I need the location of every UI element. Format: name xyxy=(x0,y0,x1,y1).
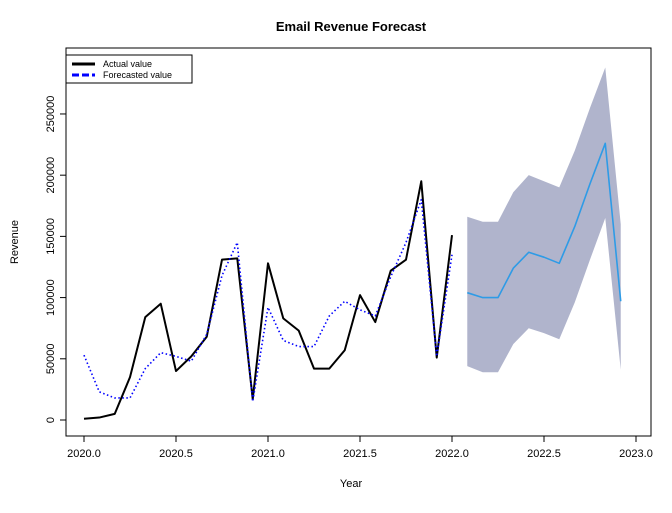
y-axis: 0 50000 100000 150000 200000 250000 xyxy=(45,96,67,423)
legend-entry-forecasted: Forecasted value xyxy=(103,70,172,80)
y-tick-label: 200000 xyxy=(45,157,57,194)
legend: Actual value Forecasted value xyxy=(65,54,193,84)
y-tick-label: 0 xyxy=(45,417,57,423)
forecast-interval-band xyxy=(467,67,621,373)
y-tick-label: 100000 xyxy=(45,279,57,316)
series-line-forecast xyxy=(467,142,622,302)
x-tick-label: 2020.5 xyxy=(159,448,193,460)
y-tick-label: 250000 xyxy=(45,96,57,133)
x-axis-label: Year xyxy=(340,478,363,490)
x-tick-label: 2022.0 xyxy=(435,448,469,460)
y-tick-label: 50000 xyxy=(45,343,57,374)
x-tick-label: 2021.0 xyxy=(251,448,285,460)
series-line-forecasted-value xyxy=(83,198,453,403)
x-tick-label: 2023.0 xyxy=(619,448,653,460)
y-axis-label: Revenue xyxy=(9,220,21,264)
x-tick-label: 2020.0 xyxy=(67,448,101,460)
confidence-band xyxy=(467,67,621,373)
legend-box xyxy=(65,54,193,84)
legend-entry-actual: Actual value xyxy=(103,59,152,69)
chart-title: Email Revenue Forecast xyxy=(276,19,427,34)
x-axis: 2020.0 2020.5 2021.0 2021.5 2022.0 2022.5 2023… xyxy=(67,435,653,460)
y-tick-label: 150000 xyxy=(45,218,57,255)
series-line-actual-value xyxy=(83,180,453,420)
series-lines xyxy=(83,142,622,420)
x-tick-label: 2022.5 xyxy=(527,448,561,460)
x-tick-label: 2021.5 xyxy=(343,448,377,460)
